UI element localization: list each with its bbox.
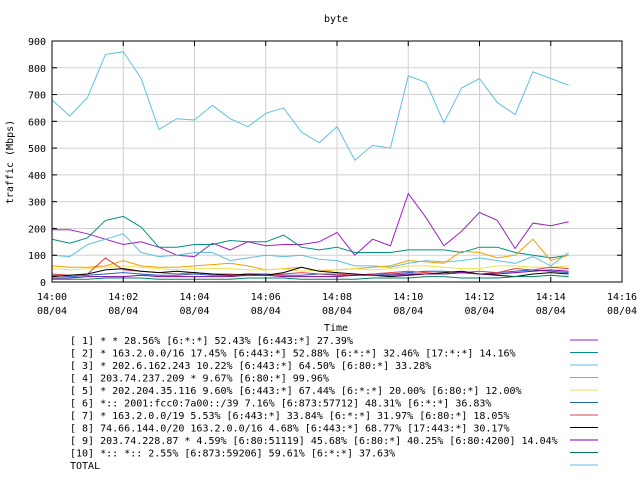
series-line-1 [52, 192, 569, 258]
x-tick-date-label: 08/04 [464, 306, 494, 317]
x-tick-date-label: 08/04 [393, 306, 423, 317]
x-axis-label: Time [324, 323, 348, 334]
y-tick-label: 500 [28, 144, 46, 155]
x-tick-time-label: 14:08 [322, 292, 352, 303]
x-tick-time-label: 14:14 [536, 292, 566, 303]
x-tick-time-label: 14:02 [108, 292, 138, 303]
x-tick-date-label: 08/04 [322, 306, 352, 317]
axis-ticks: 0 100 200 300 400 500 600 700 800 900 14:00 08/04 14… [28, 37, 637, 317]
x-tick-date-label: 08/04 [536, 306, 566, 317]
legend-entry-label: [ 6] *:: 2001:fcc0:7a00::/39 7.16% [6:87… [70, 399, 491, 410]
legend-entry-label: [ 4] 203.74.237.209 * 9.67% [6:80:*] 99.… [70, 374, 329, 385]
x-tick-date-label: 08/04 [607, 306, 637, 317]
series-line-10 [52, 274, 569, 280]
series-line-2 [51, 215, 569, 259]
y-tick-label: 400 [28, 171, 46, 182]
x-tick-time-label: 14:10 [393, 292, 423, 303]
series-line-9 [52, 269, 569, 279]
chart-title: byte [324, 14, 348, 25]
y-tick-label: 300 [28, 198, 46, 209]
legend-entry-label: [ 5] * 202.204.35.116 9.60% [6:443:*] 67… [70, 386, 522, 397]
series-line-11 [51, 51, 569, 161]
legend-entry-label: [ 7] * 163.2.0.0/19 5.53% [6:443:*] 33.8… [70, 411, 510, 422]
y-tick-label: 0 [40, 278, 46, 289]
x-tick-time-label: 14:12 [464, 292, 494, 303]
x-tick-time-label: 14:06 [251, 292, 281, 303]
series-line-3 [51, 233, 569, 268]
legend-entry-label: [ 3] * 202.6.162.243 10.22% [6:443:*] 64… [70, 361, 431, 372]
series-line-5 [51, 265, 569, 272]
x-tick-date-label: 08/04 [37, 306, 67, 317]
y-tick-label: 900 [28, 37, 46, 48]
legend-entry-label: [10] *:: *:: 2.55% [6:873:59206] 59.61% … [70, 449, 395, 460]
y-tick-label: 600 [28, 117, 46, 128]
series-lines [51, 51, 569, 280]
y-tick-label: 700 [28, 91, 46, 102]
x-tick-time-label: 14:00 [37, 292, 67, 303]
legend-entry-label: [ 9] 203.74.228.87 * 4.59% [6:80:51119] … [70, 436, 558, 447]
y-tick-label: 800 [28, 64, 46, 75]
legend-entry-label: [ 1] * * 28.56% [6:*:*] 52.43% [6:443:*]… [70, 336, 353, 347]
legend-entry-label: [ 2] * 163.2.0.0/16 17.45% [6:443:*] 52.… [70, 349, 516, 360]
x-tick-date-label: 08/04 [251, 306, 281, 317]
y-axis-label: traffic (Mbps) [5, 120, 16, 204]
legend-entry-label: [ 8] 74.66.144.0/20 163.2.0.0/16 4.68% [… [70, 424, 510, 435]
y-tick-label: 100 [28, 251, 46, 262]
x-tick-date-label: 08/04 [179, 306, 209, 317]
y-tick-label: 200 [28, 224, 46, 235]
legend-entry-label: TOTAL [70, 461, 100, 472]
x-tick-time-label: 14:16 [607, 292, 637, 303]
x-tick-time-label: 14:04 [179, 292, 209, 303]
grid [52, 41, 622, 282]
x-tick-date-label: 08/04 [108, 306, 138, 317]
legend: [ 1] * * 28.56% [6:*:*] 52.43% [6:443:*]… [70, 336, 598, 472]
